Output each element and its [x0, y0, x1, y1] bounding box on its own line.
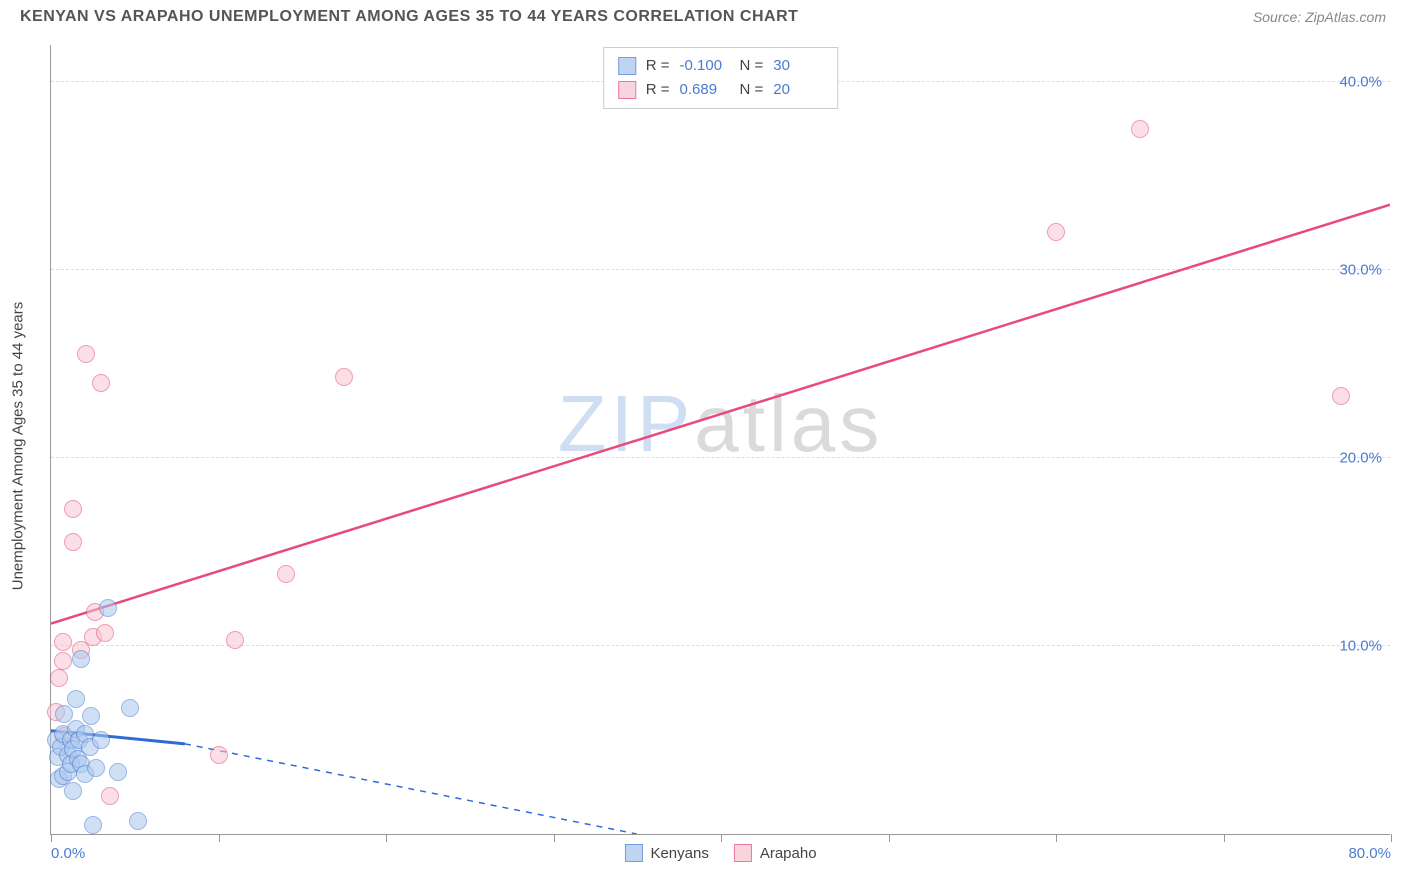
y-axis-label: Unemployment Among Ages 35 to 44 years	[10, 302, 27, 591]
legend-series-item: Kenyans	[624, 844, 708, 862]
kenyans-point	[82, 707, 100, 725]
x-tick	[51, 834, 52, 842]
legend-series-item: Arapaho	[734, 844, 817, 862]
chart-title: KENYAN VS ARAPAHO UNEMPLOYMENT AMONG AGE…	[20, 8, 798, 26]
gridline	[51, 645, 1390, 646]
x-tick	[219, 834, 220, 842]
legend-series-label: Arapaho	[760, 845, 817, 862]
x-tick	[1391, 834, 1392, 842]
legend-n-value: 20	[773, 78, 823, 102]
legend-swatch	[624, 844, 642, 862]
kenyans-point	[67, 690, 85, 708]
arapaho-point	[54, 652, 72, 670]
arapaho-point	[54, 633, 72, 651]
kenyans-point	[72, 650, 90, 668]
arapaho-point	[226, 631, 244, 649]
x-tick	[1224, 834, 1225, 842]
kenyans-point	[87, 759, 105, 777]
legend-series-label: Kenyans	[650, 845, 708, 862]
x-tick	[386, 834, 387, 842]
legend-r-label: R =	[646, 54, 670, 78]
legend-swatch	[618, 81, 636, 99]
arapaho-point	[64, 500, 82, 518]
x-tick	[554, 834, 555, 842]
y-tick-label: 10.0%	[1339, 637, 1382, 654]
kenyans-point	[129, 812, 147, 830]
source-label: Source: ZipAtlas.com	[1253, 9, 1386, 25]
arapaho-point	[64, 533, 82, 551]
arapaho-point	[101, 787, 119, 805]
trend-line	[185, 744, 637, 834]
legend-r-value: -0.100	[680, 54, 730, 78]
arapaho-point	[335, 368, 353, 386]
gridline	[51, 457, 1390, 458]
arapaho-point	[1131, 120, 1149, 138]
legend-swatch	[618, 57, 636, 75]
legend-n-label: N =	[740, 54, 764, 78]
x-tick-label: 0.0%	[51, 845, 85, 862]
arapaho-point	[50, 669, 68, 687]
x-tick	[889, 834, 890, 842]
kenyans-point	[109, 763, 127, 781]
kenyans-point	[121, 699, 139, 717]
y-tick-label: 40.0%	[1339, 73, 1382, 90]
chart-plot-area: ZIPatlas R =-0.100N =30R =0.689N =20 Ken…	[50, 45, 1390, 835]
legend-n-value: 30	[773, 54, 823, 78]
legend-r-value: 0.689	[680, 78, 730, 102]
legend-swatch	[734, 844, 752, 862]
kenyans-point	[64, 782, 82, 800]
legend-correlation-box: R = -0.100 N = 30 R = 0.689 N = 20	[603, 47, 839, 109]
x-tick-label: 80.0%	[1348, 845, 1391, 862]
arapaho-point	[77, 345, 95, 363]
arapaho-point	[210, 746, 228, 764]
arapaho-point	[277, 565, 295, 583]
trend-line	[51, 205, 1390, 624]
x-tick	[721, 834, 722, 842]
arapaho-point	[92, 374, 110, 392]
kenyans-point	[84, 816, 102, 834]
legend-n-label: N =	[740, 78, 764, 102]
legend-correlation-row: R = 0.689 N = 20	[618, 78, 824, 102]
arapaho-point	[1332, 387, 1350, 405]
x-tick	[1056, 834, 1057, 842]
y-tick-label: 20.0%	[1339, 449, 1382, 466]
legend-series: Kenyans Arapaho	[624, 844, 816, 862]
legend-r-label: R =	[646, 78, 670, 102]
kenyans-point	[92, 731, 110, 749]
kenyans-point	[99, 599, 117, 617]
arapaho-point	[1047, 223, 1065, 241]
y-tick-label: 30.0%	[1339, 261, 1382, 278]
gridline	[51, 269, 1390, 270]
arapaho-point	[96, 624, 114, 642]
legend-correlation-row: R = -0.100 N = 30	[618, 54, 824, 78]
